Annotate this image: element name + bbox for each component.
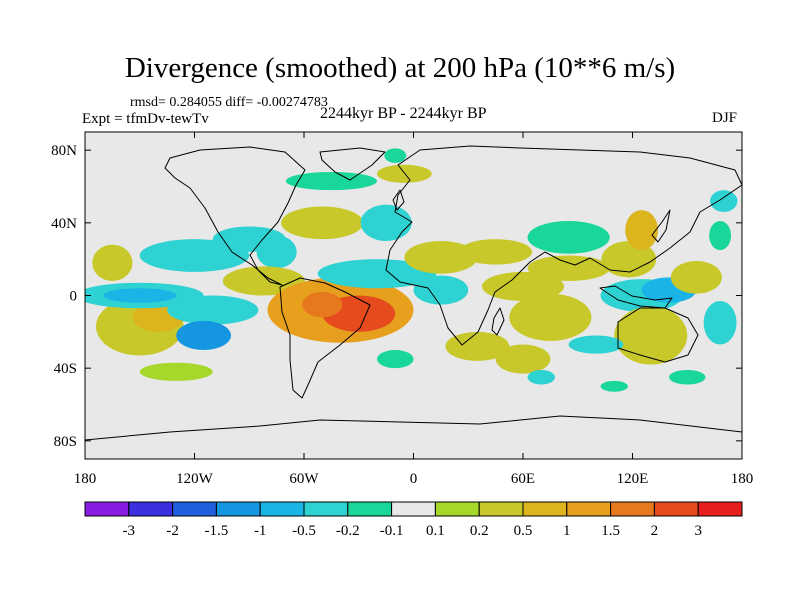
chart-title: Divergence (smoothed) at 200 hPa (10**6 … bbox=[124, 52, 676, 84]
y-tick-label: 0 bbox=[70, 289, 78, 305]
coastline-greenland bbox=[319, 147, 386, 181]
colorbar-label: 0.2 bbox=[470, 523, 489, 539]
x-tick-label: 60E bbox=[511, 471, 535, 487]
coastline-indonesia bbox=[599, 285, 673, 309]
coastlines bbox=[85, 145, 742, 441]
colorbar-swatch bbox=[478, 501, 524, 517]
colorbar-label: -3 bbox=[123, 523, 136, 539]
coastline-antarctica bbox=[85, 415, 742, 441]
colorbar-swatch bbox=[128, 501, 174, 517]
colorbar-label: 1.5 bbox=[601, 523, 620, 539]
field-contour bbox=[703, 300, 737, 345]
field-contour bbox=[92, 244, 133, 281]
coastline-uk bbox=[392, 189, 405, 211]
y-tick-label: 40S bbox=[54, 361, 77, 377]
colorbar-swatch bbox=[434, 501, 480, 517]
field-contour bbox=[527, 255, 610, 281]
y-tick-label: 80N bbox=[51, 143, 77, 159]
colorbar-label: -0.2 bbox=[336, 523, 360, 539]
x-tick-label: 60W bbox=[289, 471, 319, 487]
colorbar-swatch bbox=[522, 501, 568, 517]
colorbar-label: -0.1 bbox=[380, 523, 404, 539]
x-axis: 180 120W 60W 0 60E 120E 180 bbox=[74, 132, 754, 487]
colorbar-label: 0.1 bbox=[426, 523, 445, 539]
field-contour bbox=[377, 350, 414, 369]
field-contour bbox=[625, 210, 659, 251]
colorbar-label: 1 bbox=[563, 523, 571, 539]
field-contour bbox=[614, 306, 688, 365]
field-contour bbox=[103, 288, 177, 303]
x-tick-label: 120E bbox=[617, 471, 649, 487]
field-layer bbox=[85, 148, 738, 392]
field-contour bbox=[360, 204, 412, 241]
colorbar-swatch bbox=[84, 501, 130, 517]
field-contour bbox=[167, 295, 259, 325]
field-contour bbox=[413, 275, 469, 305]
field-contour bbox=[600, 380, 628, 392]
x-tick-label: 0 bbox=[410, 471, 418, 487]
coastline-madagascar bbox=[491, 307, 505, 336]
colorbar-swatch bbox=[391, 501, 436, 517]
colorbar-swatch bbox=[215, 501, 261, 517]
colorbar-label: -1 bbox=[254, 523, 267, 539]
x-tick-label: 120W bbox=[176, 471, 214, 487]
colorbar-swatch bbox=[697, 501, 743, 517]
x-tick-label: 180 bbox=[74, 471, 97, 487]
field-contour bbox=[285, 171, 377, 191]
colorbar-swatch bbox=[610, 501, 655, 517]
field-contour bbox=[495, 344, 551, 374]
colorbar-label: -0.5 bbox=[292, 523, 316, 539]
colorbar-swatch bbox=[172, 501, 217, 517]
coastline-north-america bbox=[164, 146, 306, 286]
field-contour bbox=[709, 221, 732, 251]
colorbar-label: -2 bbox=[166, 523, 179, 539]
y-tick-label: 40N bbox=[51, 216, 77, 232]
coastline-australia bbox=[617, 307, 699, 363]
colorbar-label: -1.5 bbox=[205, 523, 229, 539]
field-contour bbox=[459, 239, 533, 265]
coastline-japan bbox=[651, 209, 671, 243]
field-contour bbox=[176, 320, 231, 350]
field-contour bbox=[568, 335, 624, 354]
field-contour bbox=[670, 260, 722, 294]
stats-label: rmsd= 0.284055 diff= -0.00274783 bbox=[130, 95, 328, 110]
field-contour bbox=[139, 362, 213, 381]
y-axis: 80N 40N 0 40S 80S bbox=[51, 143, 742, 450]
season-label: DJF bbox=[712, 110, 738, 126]
field-contour bbox=[601, 240, 657, 278]
colorbar-swatch bbox=[566, 501, 612, 517]
colorbar-label: 2 bbox=[651, 523, 659, 539]
period-label: 2244kyr BP - 2244kyr BP bbox=[320, 105, 487, 122]
field-contour bbox=[509, 293, 592, 341]
field-contour bbox=[481, 271, 565, 301]
colorbar: -3 -2 -1.5 -1 -0.5 -0.2 -0.1 0.1 0.2 0.5 1 1.5 2 3 bbox=[84, 501, 743, 539]
colorbar-swatch bbox=[303, 501, 349, 517]
field-contour bbox=[710, 190, 738, 212]
coastline-eurasia-africa bbox=[385, 145, 742, 346]
field-contour bbox=[317, 259, 437, 289]
field-contour bbox=[377, 164, 432, 183]
field-contour bbox=[445, 331, 510, 361]
colorbar-swatch bbox=[259, 501, 305, 517]
colorbar-label: 3 bbox=[694, 523, 702, 539]
x-tick-label: 180 bbox=[731, 471, 754, 487]
coastline-south-america bbox=[279, 277, 371, 399]
colorbar-label: 0.5 bbox=[514, 523, 533, 539]
experiment-label: Expt = tfmDv-tewTv bbox=[82, 111, 209, 127]
field-contour bbox=[527, 369, 555, 385]
field-contour bbox=[256, 235, 297, 269]
colorbar-swatch bbox=[347, 501, 393, 517]
field-contour bbox=[404, 241, 478, 274]
field-contour bbox=[302, 291, 343, 318]
field-contour bbox=[281, 206, 364, 240]
field-contour bbox=[669, 369, 706, 385]
field-contour bbox=[384, 148, 407, 163]
field-contour bbox=[527, 221, 610, 254]
y-tick-label: 80S bbox=[54, 434, 77, 450]
field-contour bbox=[222, 266, 305, 296]
colorbar-swatch bbox=[653, 501, 699, 517]
